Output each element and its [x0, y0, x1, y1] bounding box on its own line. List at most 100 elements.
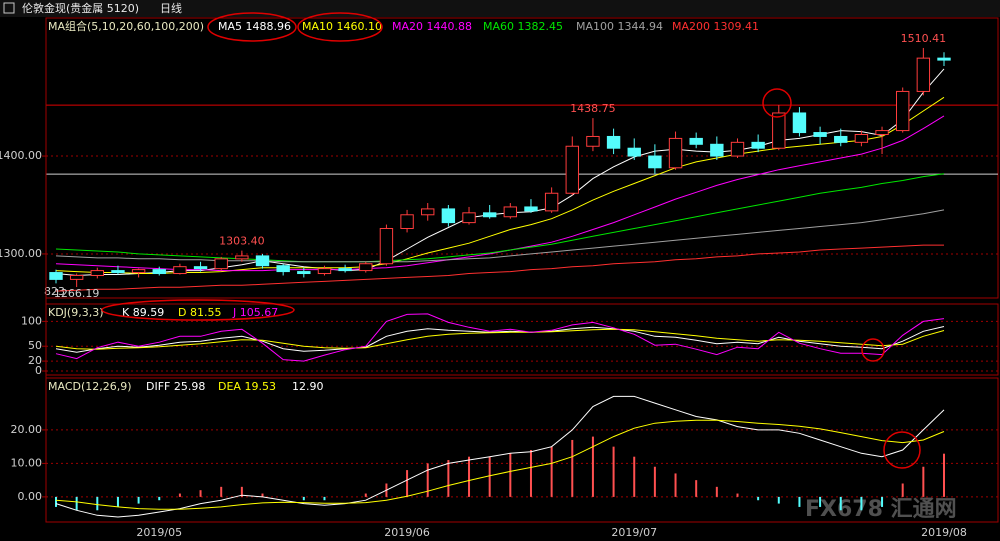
highlight-circle — [207, 12, 297, 42]
candle-body — [937, 57, 951, 61]
highlight-circle — [861, 338, 885, 362]
series-line — [55, 209, 945, 263]
legend-value: 1440.88 — [427, 20, 473, 33]
legend-entry: K 89.59 — [122, 306, 164, 319]
candle-body — [214, 258, 228, 270]
legend-entry: MA10 1460.10 — [302, 20, 382, 33]
series-line — [55, 173, 945, 263]
panel-title: KDJ(9,3,3) — [48, 306, 104, 319]
legend-value: 1309.41 — [714, 20, 760, 33]
legend-name: D — [178, 306, 186, 319]
candle-body — [111, 270, 125, 274]
extreme-label: 1438.75 — [570, 102, 616, 115]
candle-body — [503, 206, 518, 218]
extreme-label: 1303.40 — [219, 235, 265, 248]
y-tick-label: 50 — [28, 339, 42, 352]
legend-value: 81.55 — [190, 306, 222, 319]
candle-body — [834, 135, 848, 143]
menu-icon[interactable] — [3, 2, 15, 14]
candle-body — [400, 214, 414, 229]
candle-body — [173, 266, 187, 275]
legend-value: 105.67 — [240, 306, 279, 319]
highlight-circle — [297, 12, 383, 42]
legend-name: MA60 — [483, 20, 514, 33]
legend-name: MA10 — [302, 20, 333, 33]
highlight-circle — [762, 88, 792, 118]
extreme-label: 1510.41 — [901, 32, 947, 45]
candle-body — [90, 270, 104, 276]
candle-body — [193, 266, 208, 270]
panel-title: MACD(12,26,9) — [48, 380, 132, 393]
watermark: FX678 汇通网 — [805, 497, 957, 522]
legend-entry: MA60 1382.45 — [483, 20, 563, 33]
candle-body — [235, 255, 249, 260]
plot-layer: 1300.00 1400.00 MA组合(5,10,20,60,100,200) MA… — [0, 17, 999, 539]
toolbar — [0, 0, 1000, 17]
corner-note: 823 — [44, 285, 65, 298]
legend-value: 1460.10 — [337, 20, 383, 33]
candle-body — [627, 147, 641, 157]
y-tick-label: 100 — [21, 314, 42, 327]
legend-entry: J 105.67 — [232, 306, 278, 319]
instrument: 伦敦金现(贵金属 5120) — [22, 1, 139, 15]
y-tick-label: 0 — [35, 364, 42, 377]
panel-title: MA组合(5,10,20,60,100,200) — [48, 19, 204, 33]
candle-body — [668, 137, 683, 169]
legend-value: 19.53 — [244, 380, 276, 393]
candle-body — [875, 130, 889, 136]
candle-body — [359, 263, 373, 272]
candle-body — [854, 134, 869, 143]
candle-body — [710, 143, 724, 157]
candle-body — [772, 112, 786, 149]
x-tick-label: 2019/06 — [384, 526, 430, 539]
candle-body — [255, 255, 270, 267]
series-line — [55, 96, 945, 274]
candle-body — [689, 137, 703, 145]
y-tick-label: 1300.00 — [0, 247, 42, 260]
legend-entry: DEA 19.53 — [218, 380, 276, 393]
candle-body — [338, 268, 352, 272]
candle-body — [648, 155, 662, 169]
y-tick-label: 10.00 — [11, 456, 43, 469]
legend-name: DEA — [218, 380, 241, 393]
period[interactable]: 日线 — [160, 1, 182, 15]
candle-body — [565, 145, 579, 194]
legend-entry: MA20 1440.88 — [392, 20, 472, 33]
legend-value: 25.98 — [174, 380, 206, 393]
x-tick-label: 2019/05 — [136, 526, 182, 539]
series-line — [55, 328, 945, 350]
legend-value: 1344.94 — [618, 20, 664, 33]
y-tick-label: 1400.00 — [0, 149, 42, 162]
candle-body — [297, 271, 311, 275]
legend-name: MA20 — [392, 20, 423, 33]
candle-body — [379, 227, 394, 265]
series-line — [55, 419, 945, 510]
x-tick-label: 2019/08 — [921, 526, 967, 539]
x-tick-label: 2019/07 — [611, 526, 657, 539]
candle-body — [49, 272, 63, 280]
extreme-label: 1266.19 — [54, 287, 100, 300]
highlight-circle — [101, 299, 295, 321]
highlight-circle — [883, 431, 921, 469]
series-line — [55, 244, 944, 292]
candle-body — [462, 212, 476, 224]
candle-body — [916, 57, 931, 92]
candle-body — [152, 269, 166, 275]
candle-body — [482, 212, 497, 218]
legend-value: 12.90 — [292, 380, 324, 393]
y-tick-label: 20 — [28, 354, 42, 367]
legend-name: K — [122, 306, 130, 319]
legend-name: DIFF — [146, 380, 170, 393]
legend-name: MA5 — [218, 20, 242, 33]
y-tick-label: 0.00 — [18, 490, 43, 503]
legend-entry: MA200 1309.41 — [672, 20, 759, 33]
candle-body — [69, 274, 84, 280]
candle-body — [544, 192, 559, 212]
candle-body — [317, 268, 332, 275]
candle-body — [813, 132, 827, 137]
candle-body — [421, 208, 435, 216]
candle-body — [276, 265, 290, 273]
